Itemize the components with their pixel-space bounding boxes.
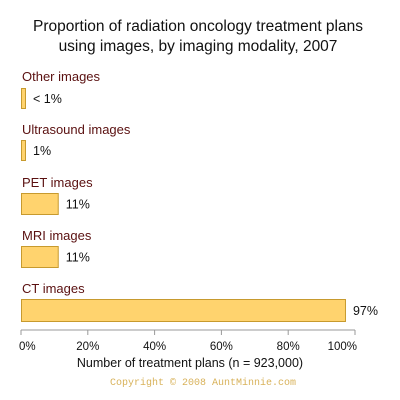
bar [21, 246, 59, 268]
category-label: Other images [22, 69, 101, 84]
value-label: 11% [66, 251, 90, 265]
category-label: MRI images [22, 228, 92, 243]
x-axis-ticks: 0% 20% 40% 60% 80% 100% [19, 330, 357, 353]
x-tick-label: 80% [277, 341, 300, 353]
x-tick-label: 100% [328, 341, 357, 353]
bars-group: Other images < 1% Ultrasound images 1% PET i… [21, 69, 378, 322]
x-tick-label: 20% [76, 341, 99, 353]
value-label: 11% [66, 198, 90, 212]
value-label: 97% [353, 304, 378, 318]
value-label: 1% [33, 144, 51, 158]
x-tick-label: 0% [19, 341, 36, 353]
category-label: CT images [22, 281, 85, 296]
bar [21, 193, 59, 215]
bar [21, 299, 346, 322]
x-tick-label: 40% [143, 341, 166, 353]
chart-title-line-2: using images, by imaging modality, 2007 [59, 38, 338, 55]
value-label: < 1% [33, 92, 62, 106]
bar [21, 140, 26, 161]
category-label: PET images [22, 175, 93, 190]
bar [21, 88, 26, 109]
category-label: Ultrasound images [22, 122, 131, 137]
x-axis-label: Number of treatment plans (n = 923,000) [77, 356, 303, 370]
chart-title-line-1: Proportion of radiation oncology treatme… [33, 18, 363, 35]
copyright-text: Copyright © 2008 AuntMinnie.com [110, 377, 296, 389]
x-tick-label: 60% [210, 341, 233, 353]
